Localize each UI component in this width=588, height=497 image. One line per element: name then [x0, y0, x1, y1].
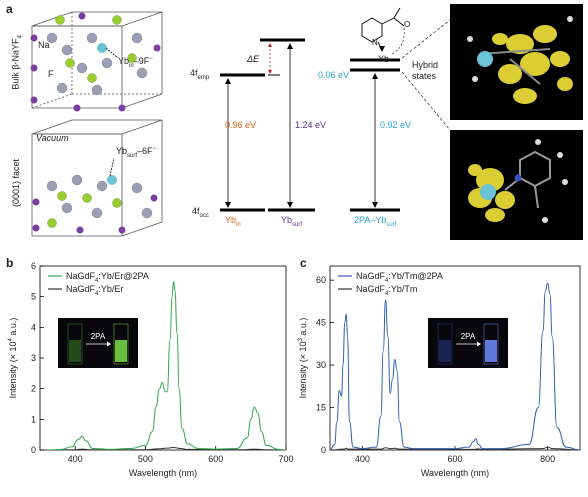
cuvette [67, 323, 83, 365]
cuvette-glow [69, 340, 81, 362]
legend-entry: NaGdF4:Yb/Er [66, 284, 123, 297]
energy-006: 0.06 eV [318, 70, 350, 80]
legend-entry: NaGdF4:Yb/Tm [356, 284, 417, 297]
y-tick-label: 4 [31, 322, 36, 332]
chart-c: 400 600 800 0 15 30 45 60 Wavelength (nm) Intensi… [298, 265, 581, 478]
facet-label: (0001) facet [11, 158, 21, 208]
pyridine-molecule-diagram [361, 7, 405, 55]
series-line-ybtm2pa [330, 282, 580, 450]
yb-in-label: Ybin–9F− [118, 56, 153, 69]
legend-entry: NaGdF4:Yb/Er@2PA [66, 271, 149, 284]
x-tick-label: 500 [138, 454, 153, 464]
f-occ-label: 4focc [192, 206, 209, 219]
y-tick-label: 45 [316, 318, 326, 328]
na-label: Na [38, 40, 50, 50]
x-tick-label: 400 [355, 454, 370, 464]
cuvette [483, 323, 499, 365]
cuvette [113, 323, 129, 365]
x-tick-label: 400 [68, 454, 83, 464]
level-label-2pa: 2PA–Ybsurf [354, 215, 397, 228]
x-tick-label: 600 [447, 454, 462, 464]
level-label-yb-surf: Ybsurf [281, 215, 303, 228]
hybrid-label: Hybrid [412, 60, 439, 70]
panel-a-letter: a [6, 2, 13, 16]
y-tick-label: 30 [316, 360, 326, 370]
level-label-yb-in: Ybin [225, 215, 241, 228]
y-tick-label: 3 [31, 353, 36, 363]
y-tick-label: 1 [31, 414, 36, 424]
y-tick-label: 5 [31, 292, 36, 302]
orbital-image-bottom [450, 130, 583, 240]
y-tick-label: 0 [31, 445, 36, 455]
series-line-yber [47, 447, 286, 450]
y-axis-label: Intensity (× 103 a.u.) [298, 318, 308, 399]
series-line-yber2pa [47, 280, 286, 450]
panel-b-letter: b [6, 256, 14, 270]
bulk-crystal-diagram [30, 11, 163, 112]
chart-b: 400 500 600 700 0 1 2 3 4 5 6 Wavelength (nm) Intens… [8, 261, 294, 478]
cuvette-glow [439, 340, 451, 362]
y-tick-label: 0 [321, 445, 326, 455]
x-tick-label: 700 [278, 454, 293, 464]
yb-molecule-label: Yb [378, 54, 390, 64]
legend-entry: NaGdF4:Yb/Tm@2PA [356, 271, 443, 284]
o-atom-label: O [404, 20, 411, 29]
facet-crystal-diagram [31, 119, 163, 237]
y-tick-label: 60 [316, 275, 326, 285]
energy-092: 0.92 eV [380, 120, 412, 130]
x-tick-label: 600 [208, 454, 223, 464]
panel-c-letter: c [300, 256, 307, 270]
f-emp-label: 4femp [190, 68, 210, 81]
energy-level-diagram [220, 20, 450, 212]
inset-arrowhead [477, 341, 481, 347]
inset-arrowhead [107, 341, 111, 347]
series-line-ybtm [330, 446, 580, 450]
energy-124: 1.24 eV [295, 120, 327, 130]
inset-label: 2PA [91, 332, 106, 341]
states-label: states [412, 71, 437, 81]
energy-096: 0.96 eV [225, 120, 257, 130]
n-atom-label: N [372, 38, 378, 47]
cuvette [437, 323, 453, 365]
y-axis-label: Intensity (× 104 a.u.) [8, 318, 18, 399]
vacuum-label: Vacuum [36, 133, 69, 143]
delta-e-label: ΔE [247, 54, 260, 64]
orbital-image-top [450, 4, 583, 120]
inset-label: 2PA [461, 332, 476, 341]
x-axis-label: Wavelength (nm) [129, 468, 197, 478]
x-axis-label: Wavelength (nm) [421, 468, 489, 478]
x-tick-label: 800 [540, 454, 555, 464]
f-label: F [48, 69, 54, 79]
y-tick-label: 2 [31, 384, 36, 394]
cuvette-glow [115, 340, 127, 362]
y-tick-label: 15 [316, 403, 326, 413]
cuvette-glow [485, 340, 497, 362]
y-tick-label: 6 [31, 261, 36, 271]
yb-surf-label: Ybsurf–6F− [116, 146, 157, 159]
